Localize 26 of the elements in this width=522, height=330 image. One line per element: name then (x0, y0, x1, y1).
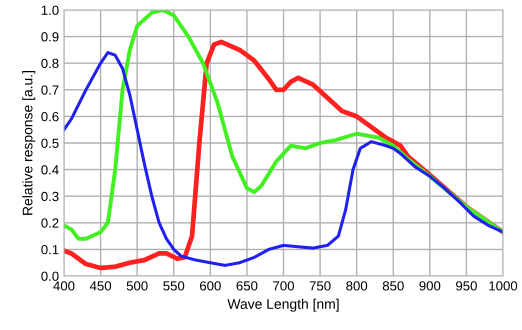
y-tick-label: 0.3 (41, 192, 59, 202)
x-tick-label: 850 (382, 281, 404, 291)
x-tick-label: 650 (236, 281, 258, 291)
x-tick-label: 800 (346, 281, 368, 291)
x-tick-label: 900 (419, 281, 440, 291)
y-tick-label: 0.8 (41, 58, 59, 68)
y-tick-label: 0.0 (41, 272, 59, 281)
y-tick-label: 0.4 (41, 165, 59, 175)
y-axis-title: Relative response [a.u.] (22, 71, 36, 215)
x-tick-label: 500 (126, 281, 148, 291)
x-tick-label: 450 (90, 281, 112, 291)
x-tick-label: 700 (273, 281, 294, 291)
x-tick-label: 400 (53, 281, 74, 291)
y-tick-label: 0.9 (41, 32, 59, 42)
y-tick-label: 0.1 (41, 244, 58, 254)
x-tick-label: 1000 (489, 281, 518, 291)
y-tick-label: 0.6 (41, 112, 59, 122)
y-tick-label: 0.7 (41, 85, 58, 95)
x-axis-title: Wave Length [nm] (227, 298, 339, 312)
y-tick-label: 0.5 (41, 138, 59, 148)
x-tick-label: 750 (310, 281, 331, 291)
x-tick-label: 600 (200, 281, 221, 291)
x-tick-label: 950 (456, 281, 477, 291)
x-tick-label: 550 (163, 281, 184, 291)
y-tick-label: 1.0 (42, 6, 59, 15)
y-tick-label: 0.2 (41, 218, 58, 228)
